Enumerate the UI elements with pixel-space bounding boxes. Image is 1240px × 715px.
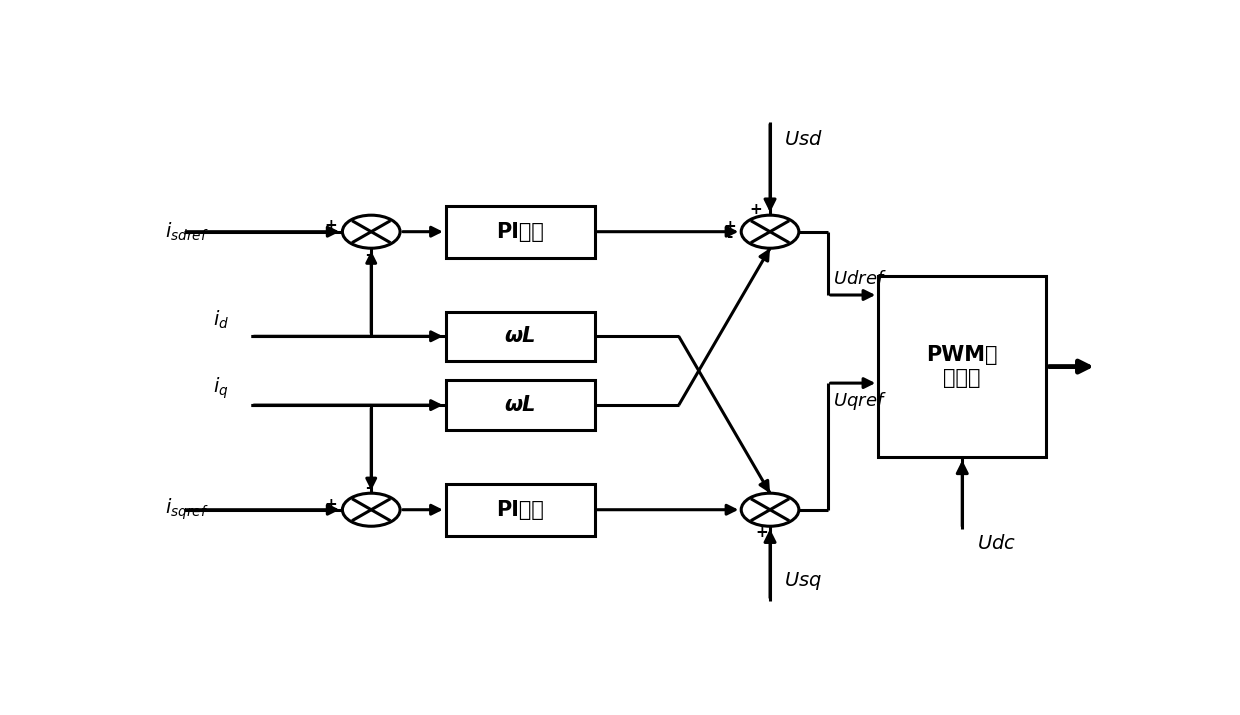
FancyBboxPatch shape [445,483,595,536]
Text: ωL: ωL [505,395,536,415]
FancyBboxPatch shape [445,312,595,361]
Circle shape [742,215,799,248]
Text: $i_d$: $i_d$ [213,309,229,331]
Text: +: + [755,526,768,541]
Text: -: - [727,229,733,244]
Text: $Usq$: $Usq$ [785,571,822,592]
Text: +: + [325,497,337,512]
Circle shape [742,493,799,526]
FancyBboxPatch shape [878,276,1047,458]
Text: -: - [727,500,733,516]
Text: $Uqref$: $Uqref$ [832,390,887,412]
Circle shape [342,493,401,526]
Text: +: + [325,217,337,232]
Text: PI控制: PI控制 [496,500,544,520]
Text: $Udc$: $Udc$ [977,535,1016,553]
FancyBboxPatch shape [445,205,595,258]
Circle shape [342,215,401,248]
Text: ωL: ωL [505,326,536,346]
Text: $i_{sdref}$: $i_{sdref}$ [165,220,208,243]
Text: +: + [723,220,737,235]
Text: $Usd$: $Usd$ [785,130,823,149]
Text: $Udref$: $Udref$ [832,270,887,288]
Text: -: - [365,480,372,495]
Text: PI控制: PI控制 [496,222,544,242]
Text: +: + [749,202,763,217]
Text: $i_q$: $i_q$ [213,376,228,401]
Text: $i_{sqref}$: $i_{sqref}$ [165,497,208,523]
FancyBboxPatch shape [445,380,595,430]
Text: PWM生
成脉冲: PWM生 成脉冲 [926,345,998,388]
Text: -: - [365,247,372,262]
